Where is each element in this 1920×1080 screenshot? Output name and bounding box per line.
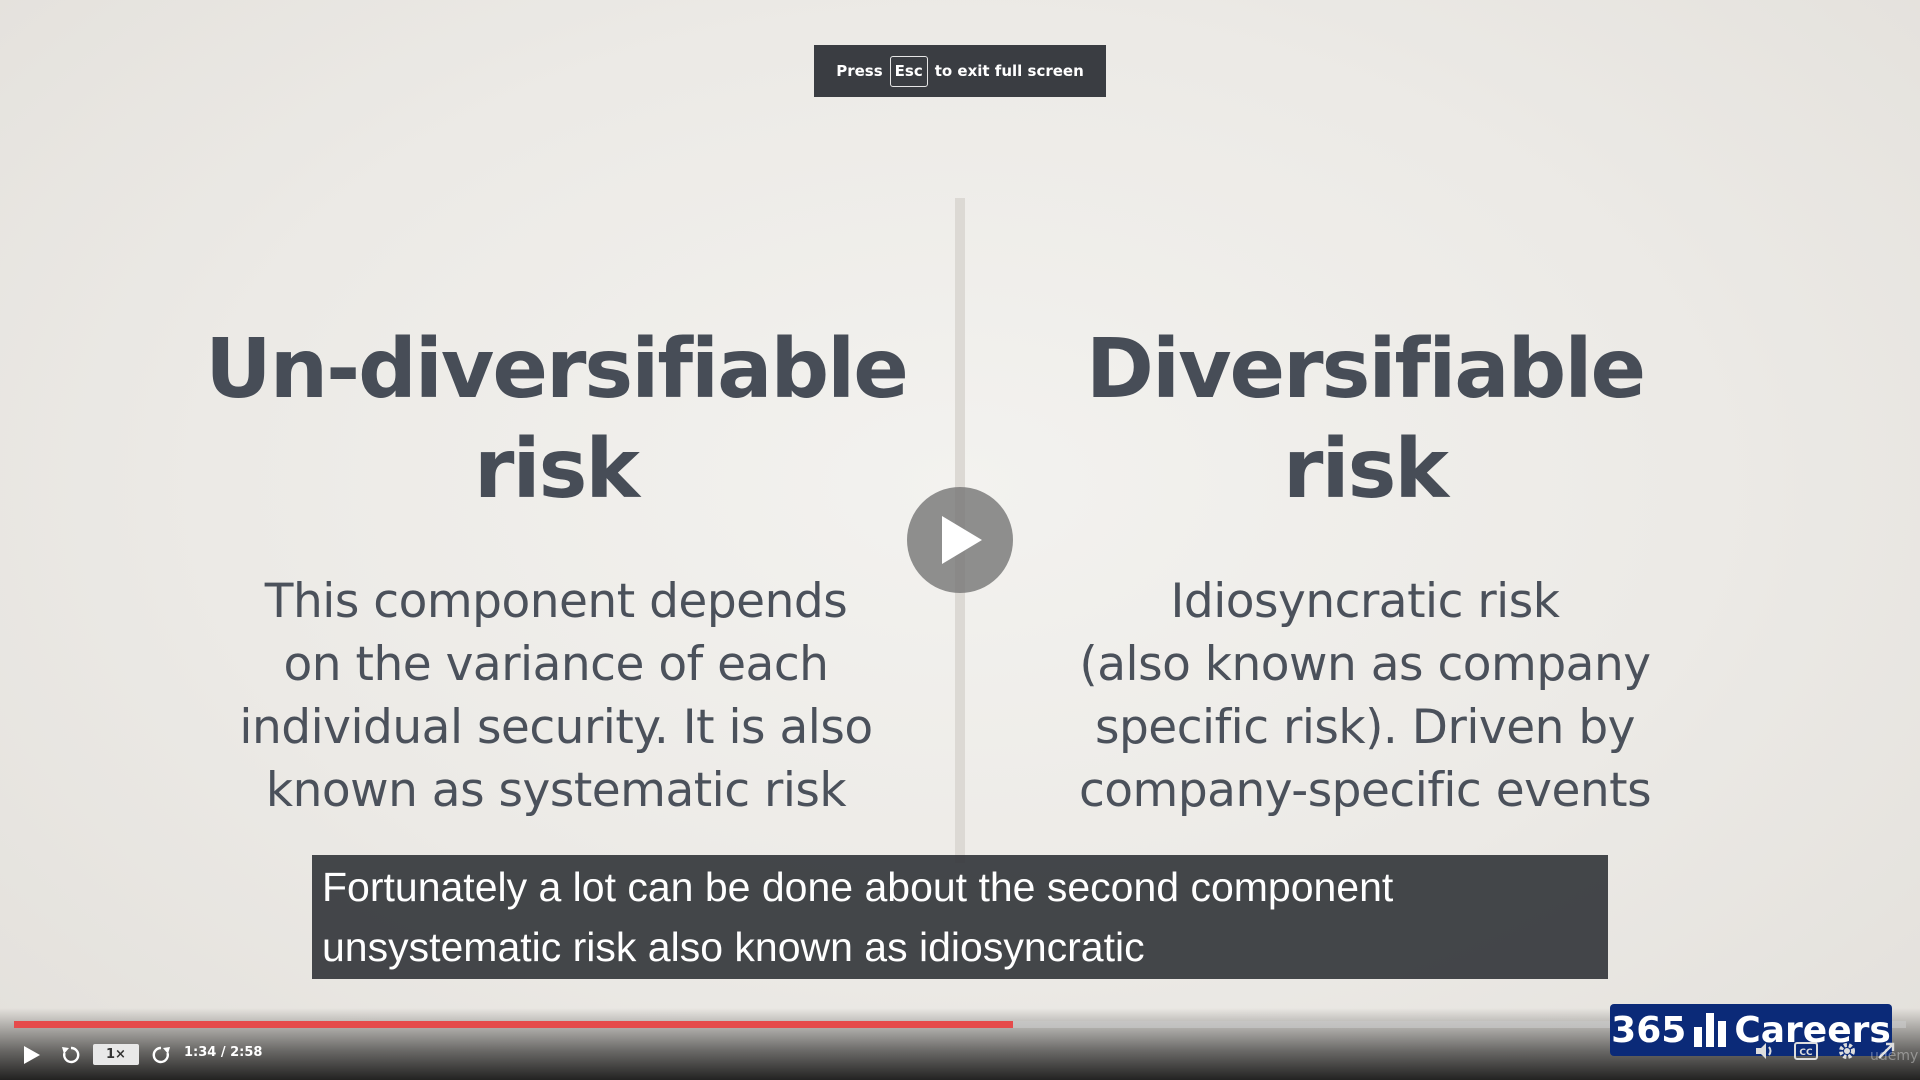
captions-icon[interactable]: CC	[1794, 1041, 1818, 1061]
diversifiable-description: Idiosyncratic risk (also known as compan…	[985, 570, 1745, 822]
svg-text:CC: CC	[1799, 1048, 1813, 1058]
undiversifiable-column: Un-diversifiable risk This component dep…	[176, 320, 936, 822]
body-line: (also known as company	[1079, 637, 1651, 692]
fullscreen-hint: Press Esc to exit full screen	[814, 45, 1106, 97]
diversifiable-heading: Diversifiable risk	[985, 320, 1745, 520]
body-line: specific risk). Driven by	[1094, 700, 1636, 755]
right-controls: CC	[1754, 1040, 1896, 1062]
brand-number: 365	[1611, 1009, 1687, 1051]
body-line: company-specific events	[1078, 763, 1652, 818]
progress-fill	[14, 1021, 1013, 1028]
undiversifiable-heading: Un-diversifiable risk	[176, 320, 936, 520]
body-line: This component depends	[264, 574, 848, 629]
brand-bars-icon	[1694, 1013, 1727, 1047]
heading-line: Diversifiable	[1085, 322, 1646, 417]
time-display: 1:34 / 2:58	[184, 1045, 263, 1060]
fullscreen-icon[interactable]	[1876, 1041, 1896, 1061]
fullscreen-hint-text: to exit full screen	[934, 62, 1084, 80]
rewind-icon	[62, 1046, 80, 1064]
playback-speed-button[interactable]: 1×	[93, 1044, 139, 1065]
heading-line: Un-diversifiable	[205, 322, 909, 417]
udemy-watermark: udemy	[1870, 1048, 1919, 1064]
rewind-button[interactable]	[56, 1040, 86, 1070]
forward-button[interactable]	[146, 1040, 176, 1070]
player-control-bar	[0, 1008, 1920, 1080]
undiversifiable-description: This component depends on the variance o…	[176, 570, 936, 822]
play-icon	[24, 1046, 40, 1064]
diversifiable-column: Diversifiable risk Idiosyncratic risk (a…	[985, 320, 1745, 822]
body-line: on the variance of each	[283, 637, 829, 692]
esc-key-badge: Esc	[889, 55, 928, 87]
subtitle-caption: Fortunately a lot can be done about the …	[312, 855, 1608, 979]
volume-icon[interactable]	[1754, 1040, 1776, 1062]
caption-line: unsystematic risk also known as idiosync…	[322, 924, 1145, 970]
play-icon	[942, 516, 982, 564]
fullscreen-hint-press: Press	[836, 62, 883, 80]
caption-line: Fortunately a lot can be done about the …	[322, 864, 1394, 910]
heading-line: risk	[474, 422, 640, 517]
body-line: individual security. It is also	[239, 700, 873, 755]
progress-bar[interactable]	[14, 1021, 1906, 1028]
big-play-button[interactable]	[907, 487, 1013, 593]
forward-icon	[152, 1046, 170, 1064]
settings-icon[interactable]	[1836, 1040, 1858, 1062]
body-line: known as systematic risk	[265, 763, 847, 818]
play-button[interactable]	[16, 1040, 46, 1070]
heading-line: risk	[1283, 422, 1449, 517]
body-line: Idiosyncratic risk	[1170, 574, 1560, 629]
